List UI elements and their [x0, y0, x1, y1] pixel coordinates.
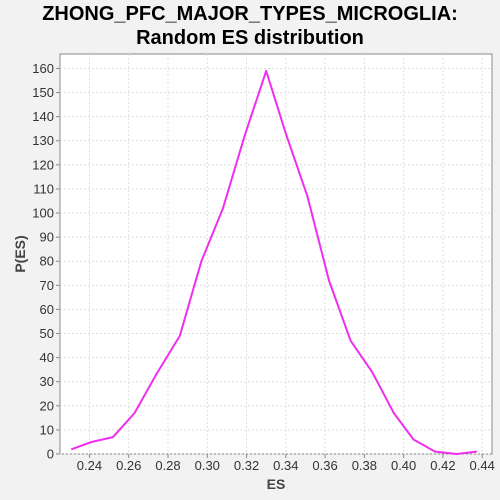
- data-point: [392, 412, 395, 414]
- data-point: [133, 412, 136, 414]
- data-point: [265, 69, 268, 72]
- axes: 0 10 20 30 40 50 60 70 80 90 100 110 120 130 140 150 160…: [32, 61, 495, 473]
- y-tick-label: 140: [32, 109, 54, 124]
- x-tick-label: 0.30: [195, 458, 220, 473]
- y-tick-label: 0: [47, 447, 54, 462]
- data-point: [243, 135, 246, 137]
- y-tick-label: 120: [32, 157, 54, 172]
- data-point: [178, 335, 181, 337]
- data-point: [306, 195, 309, 198]
- data-point: [371, 371, 374, 373]
- x-tick-label: 0.38: [352, 458, 377, 473]
- data-point: [328, 279, 330, 282]
- y-tick-label: 60: [40, 302, 54, 317]
- y-tick-label: 10: [40, 422, 54, 437]
- y-tick-label: 30: [40, 374, 54, 389]
- x-axis-label: ES: [267, 476, 286, 492]
- y-tick-label: 160: [32, 61, 54, 76]
- y-axis-label: P(ES): [12, 235, 28, 272]
- data-point: [200, 260, 203, 263]
- series-layer: [70, 69, 478, 455]
- data-point: [455, 453, 458, 455]
- x-tick-label: 0.32: [234, 458, 259, 473]
- y-tick-label: 150: [32, 85, 54, 100]
- plot-area: [59, 53, 493, 455]
- y-tick-label: 40: [40, 350, 54, 365]
- data-point: [70, 448, 73, 451]
- y-tick-label: 130: [32, 133, 54, 148]
- y-tick-label: 100: [32, 206, 54, 221]
- data-point: [412, 438, 415, 441]
- data-point: [222, 207, 224, 210]
- y-tick-label: 70: [40, 278, 54, 293]
- data-point: [284, 132, 287, 135]
- x-tick-label: 0.42: [430, 458, 455, 473]
- x-tick-label: 0.44: [470, 458, 495, 473]
- x-tick-label: 0.36: [312, 458, 337, 473]
- series-line: [71, 69, 477, 455]
- chart-title-line-2: Random ES distribution: [136, 27, 364, 49]
- x-tick-label: 0.28: [155, 458, 180, 473]
- chart-title-line-1: ZHONG_PFC_MAJOR_TYPES_MICROGLIA:: [42, 3, 458, 25]
- data-point: [112, 436, 114, 439]
- x-tick-label: 0.26: [116, 458, 141, 473]
- x-tick-label: 0.34: [273, 458, 298, 473]
- y-tick-label: 80: [40, 254, 54, 269]
- y-tick-label: 90: [40, 230, 54, 245]
- chart-title: ZHONG_PFC_MAJOR_TYPES_MICROGLIA: Random …: [0, 0, 500, 50]
- data-point: [434, 450, 436, 453]
- x-tick-label: 0.40: [391, 458, 416, 473]
- data-point: [90, 441, 93, 443]
- y-tick-label: 50: [40, 326, 54, 341]
- data-point: [475, 450, 478, 453]
- y-tick-label: 20: [40, 398, 54, 413]
- x-tick-label: 0.24: [77, 458, 102, 473]
- grid: [60, 54, 492, 455]
- data-point: [155, 373, 158, 376]
- y-tick-label: 110: [33, 181, 54, 196]
- data-point: [349, 339, 352, 342]
